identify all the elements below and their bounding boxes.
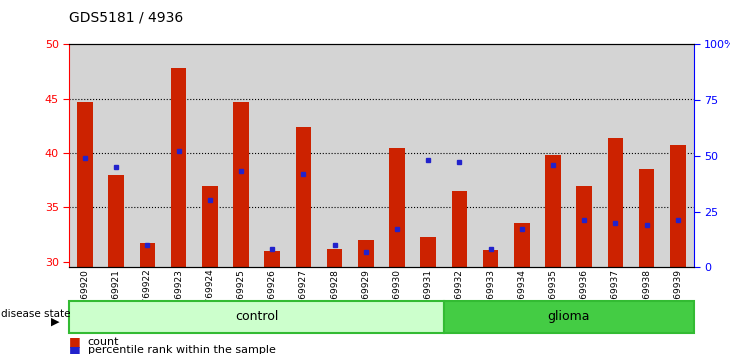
- Bar: [389, 148, 405, 267]
- Bar: [264, 251, 280, 267]
- Bar: [108, 175, 124, 267]
- Bar: [139, 243, 155, 267]
- Bar: [577, 186, 592, 267]
- Bar: [631, 44, 662, 267]
- Bar: [639, 169, 655, 267]
- Bar: [600, 44, 631, 267]
- Bar: [420, 237, 436, 267]
- Text: disease state: disease state: [1, 309, 71, 319]
- Bar: [257, 44, 288, 267]
- Bar: [101, 44, 132, 267]
- Bar: [537, 44, 569, 267]
- Bar: [171, 68, 186, 267]
- Bar: [514, 223, 530, 267]
- Bar: [412, 44, 444, 267]
- Bar: [327, 249, 342, 267]
- Text: glioma: glioma: [548, 310, 590, 323]
- Bar: [288, 44, 319, 267]
- Bar: [69, 44, 101, 267]
- Bar: [483, 250, 499, 267]
- Text: count: count: [88, 337, 119, 347]
- Bar: [226, 44, 257, 267]
- Bar: [233, 102, 249, 267]
- Bar: [569, 44, 600, 267]
- Text: percentile rank within the sample: percentile rank within the sample: [88, 346, 275, 354]
- Bar: [507, 44, 537, 267]
- Text: ■: ■: [69, 344, 81, 354]
- Bar: [475, 44, 507, 267]
- Text: GDS5181 / 4936: GDS5181 / 4936: [69, 11, 184, 25]
- Bar: [77, 102, 93, 267]
- Bar: [444, 301, 694, 333]
- Bar: [607, 138, 623, 267]
- Text: control: control: [235, 310, 278, 323]
- Bar: [202, 186, 218, 267]
- Bar: [662, 44, 694, 267]
- Bar: [319, 44, 350, 267]
- Bar: [296, 127, 311, 267]
- Bar: [444, 44, 475, 267]
- Bar: [350, 44, 381, 267]
- Bar: [194, 44, 226, 267]
- Bar: [358, 240, 374, 267]
- Bar: [452, 191, 467, 267]
- Bar: [69, 301, 444, 333]
- Bar: [163, 44, 194, 267]
- Bar: [131, 44, 163, 267]
- Text: ■: ■: [69, 335, 81, 348]
- Text: ▶: ▶: [50, 316, 59, 327]
- Bar: [381, 44, 412, 267]
- Bar: [670, 145, 685, 267]
- Bar: [545, 155, 561, 267]
